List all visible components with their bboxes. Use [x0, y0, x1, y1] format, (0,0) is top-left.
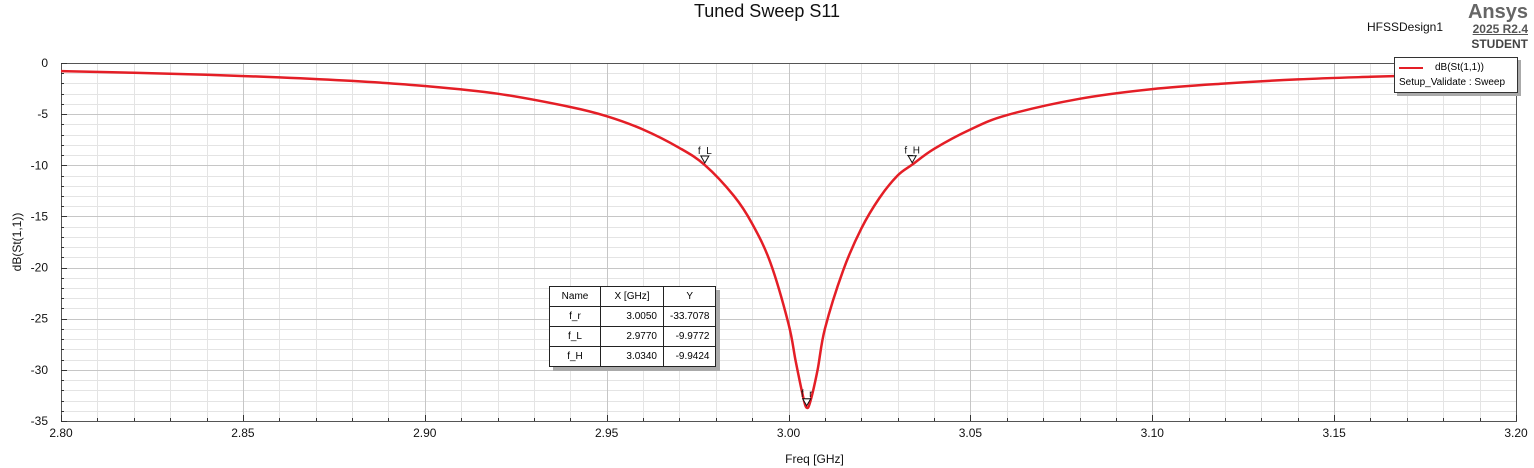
marker-cell-x: 3.0340 [600, 346, 664, 367]
x-tick-label: 3.05 [959, 426, 983, 440]
marker-f_L: f_L [698, 146, 712, 165]
marker-table-row: f_r 3.0050 -33.7078 [549, 306, 717, 327]
marker-table[interactable]: Name X [GHz] Y f_r 3.0050 -33.7078 f_L 2… [549, 286, 717, 367]
x-tick-label: 3.20 [1504, 426, 1528, 440]
minor-grid [61, 63, 1517, 422]
x-tick-label: 2.90 [413, 426, 437, 440]
x-tick-label: 3.10 [1141, 426, 1165, 440]
y-tick-label: -20 [31, 261, 49, 275]
marker-cell-x: 3.0050 [600, 306, 664, 327]
marker-table-header: Name X [GHz] Y [549, 286, 717, 307]
x-tick-label: 3.00 [777, 426, 801, 440]
marker-cell-y: -33.7078 [662, 306, 717, 327]
y-tick-label: -35 [31, 414, 49, 428]
marker-cell-name: f_L [549, 326, 601, 347]
x-tick-label: 3.15 [1322, 426, 1346, 440]
marker-header-x: X [GHz] [600, 286, 664, 307]
axis-ticks [61, 63, 1517, 422]
marker-f_H: f_H [904, 146, 920, 164]
marker-label: f_H [904, 146, 920, 157]
design-name: HFSSDesign1 [1367, 20, 1444, 34]
series-line [60, 69, 1517, 410]
legend-series-name: dB(St(1,1)) [1435, 62, 1484, 73]
y-tick-label: -5 [37, 107, 48, 121]
marker-cell-x: 2.9770 [600, 326, 664, 347]
brand-version: 2025 R2.4 [1472, 22, 1528, 36]
y-tick-label: -25 [31, 312, 49, 326]
marker-triangle [699, 155, 710, 165]
x-axis-label: Freq [GHz] [785, 452, 844, 466]
marker-cell-name: f_r [549, 306, 601, 327]
chart-title: Tuned Sweep S11 [693, 1, 841, 21]
y-tick-label: -30 [31, 363, 49, 377]
x-tick-label: 2.85 [231, 426, 255, 440]
marker-cell-name: f_H [549, 346, 601, 367]
y-tick-label: 0 [41, 56, 48, 70]
brand-block: Ansys 2025 R2.4 STUDENT [1468, 2, 1528, 52]
marker-header-y: Y [662, 286, 717, 307]
marker-header-name: Name [549, 286, 601, 307]
marker-cell-y: -9.9424 [662, 346, 717, 367]
brand-edition: STUDENT [1471, 37, 1528, 51]
y-tick-label: -10 [31, 158, 49, 172]
marker-label: f_L [698, 146, 712, 157]
y-axis-label: dB(St(1,1)) [10, 213, 24, 272]
plot-frame [61, 63, 1517, 422]
marker-triangle [801, 398, 812, 407]
marker-table-row: f_H 3.0340 -9.9424 [549, 346, 717, 367]
brand-name: Ansys [1467, 1, 1528, 23]
legend-setup: Setup_Validate : Sweep [1399, 77, 1506, 88]
marker-triangle [907, 155, 918, 164]
x-tick-label: 2.80 [49, 426, 73, 440]
y-tick-label: -15 [31, 209, 49, 223]
marker-label: f_r [801, 389, 813, 400]
x-tick-label: 2.95 [595, 426, 619, 440]
chart-legend[interactable]: dB(St(1,1)) Setup_Validate : Sweep [1394, 57, 1518, 93]
marker-f_r: f_r [801, 389, 813, 407]
marker-cell-y: -9.9772 [662, 326, 717, 347]
legend-swatch [1399, 66, 1423, 69]
marker-table-row: f_L 2.9770 -9.9772 [549, 326, 717, 347]
